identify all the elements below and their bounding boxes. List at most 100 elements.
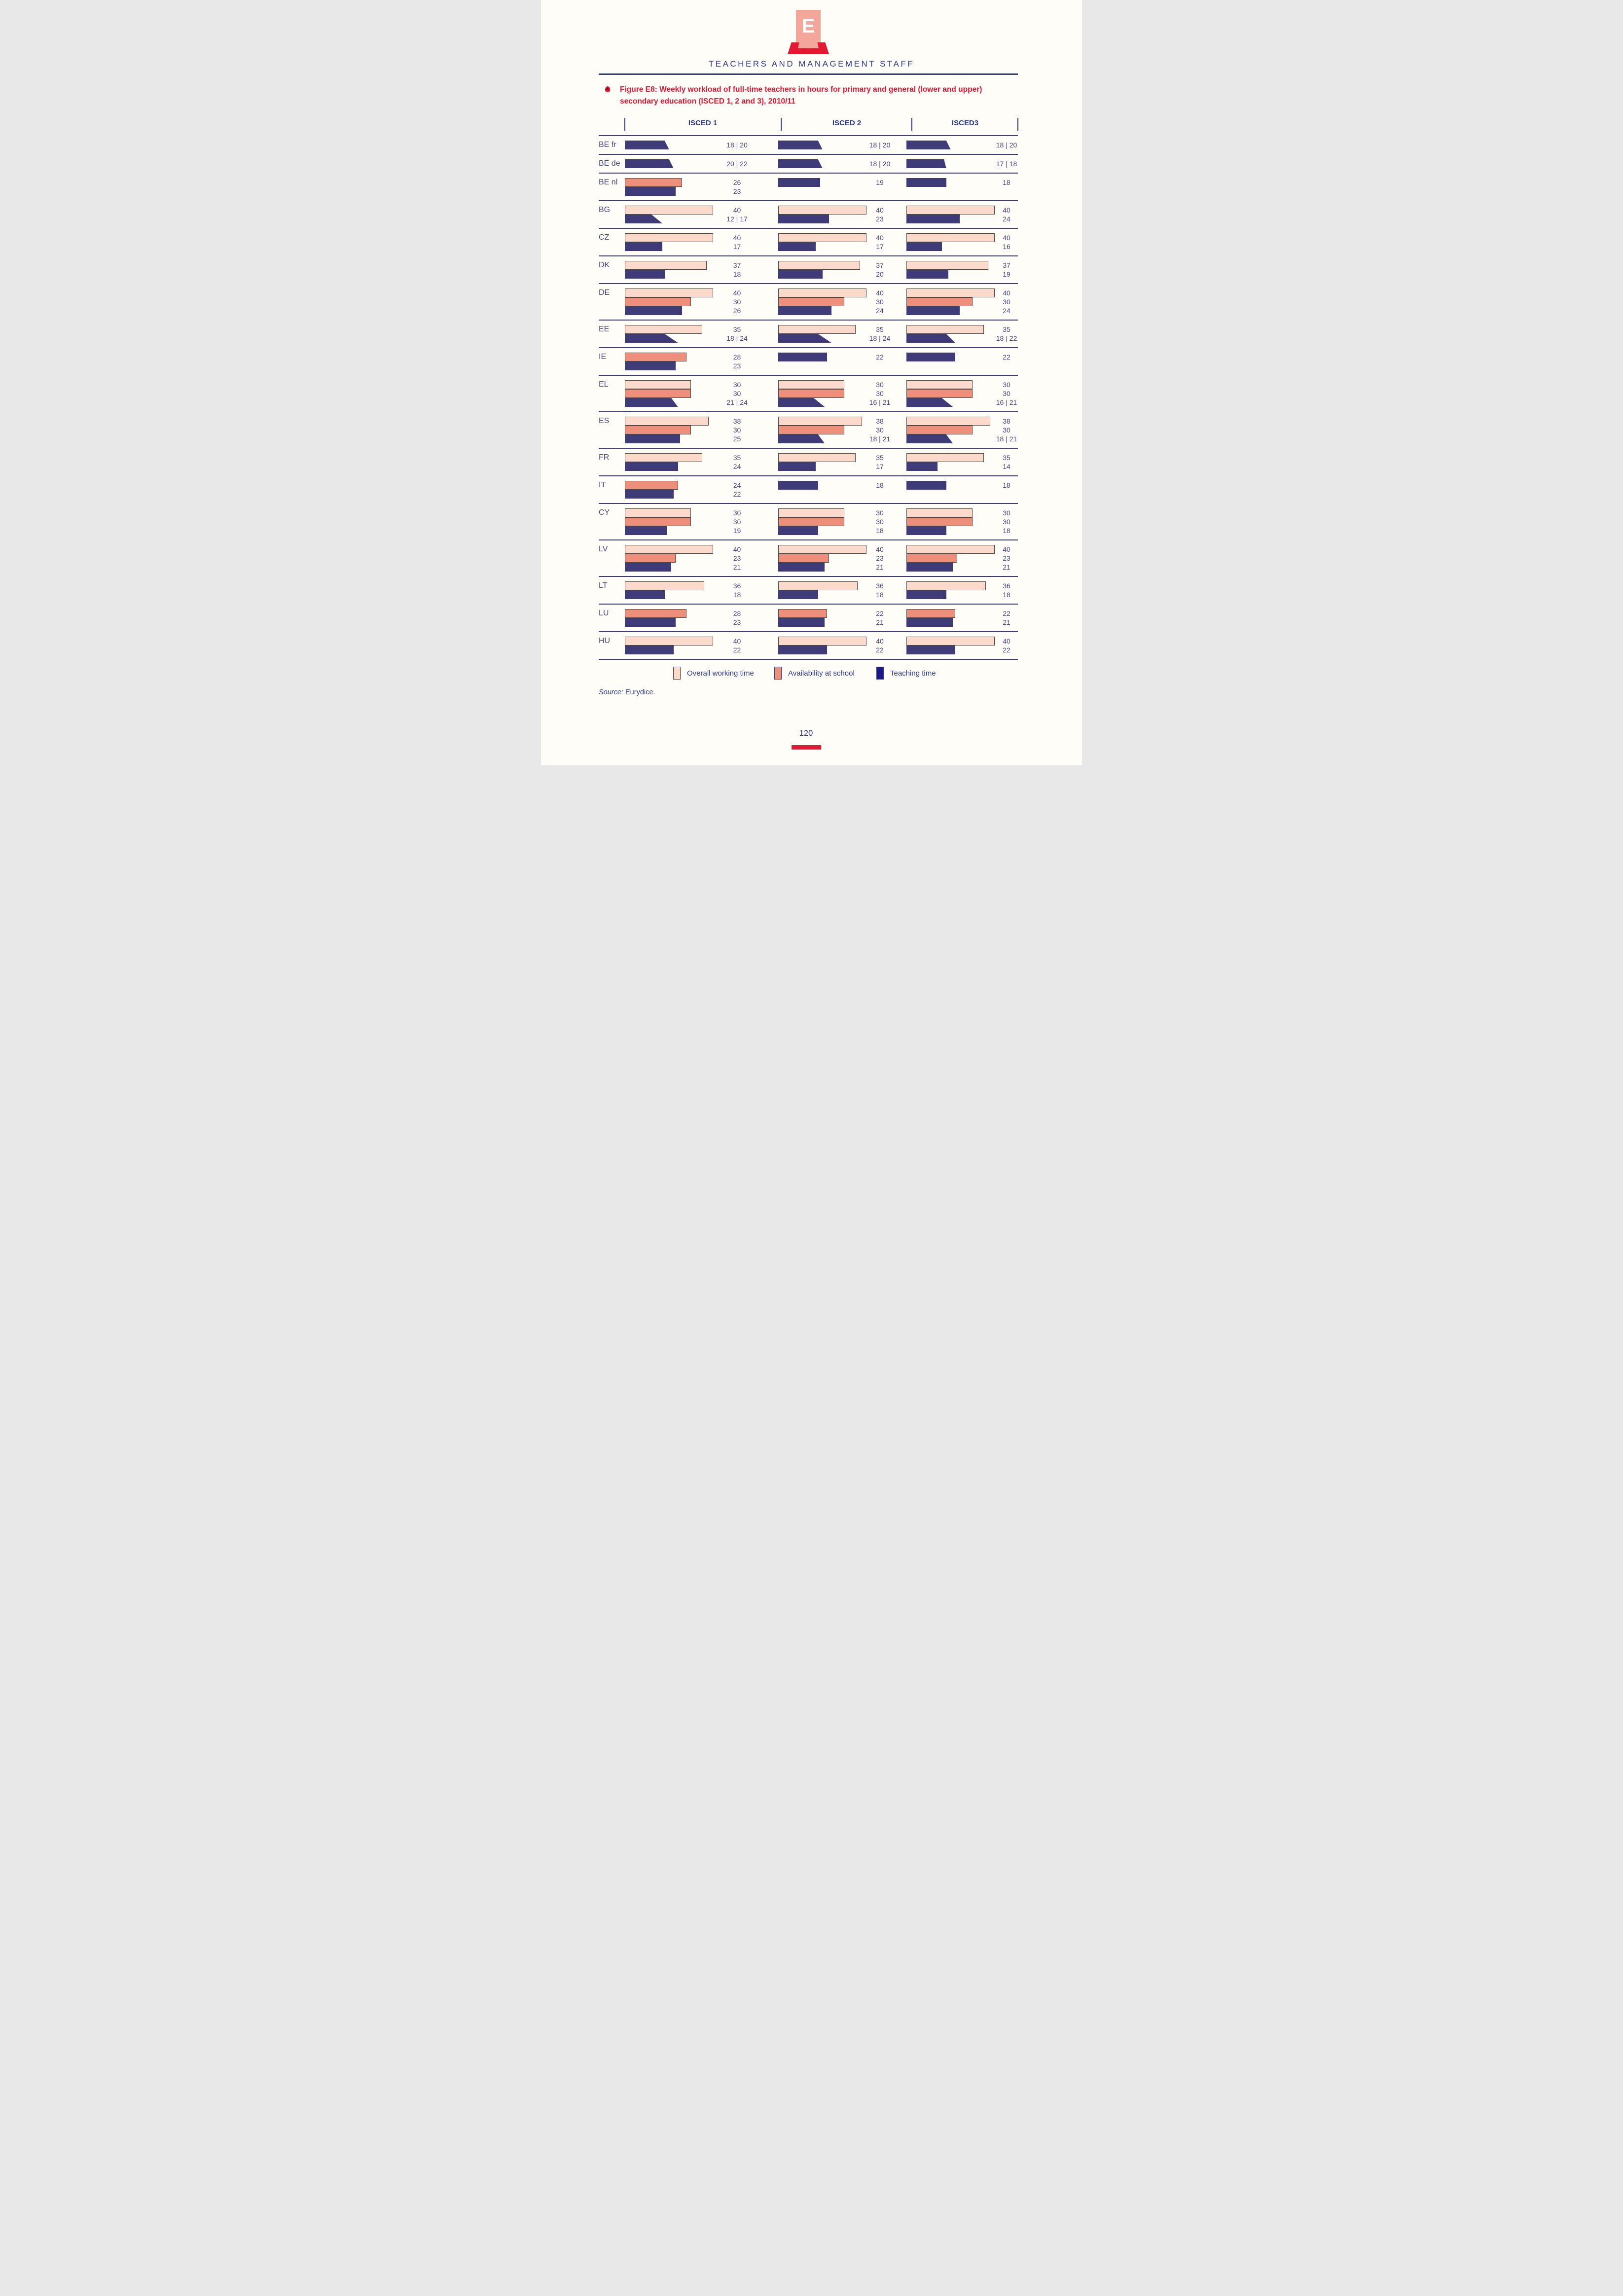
- column-gap: [893, 380, 906, 407]
- value-label: 22: [1003, 353, 1010, 361]
- value-label: 38: [1003, 417, 1010, 425]
- logo-letter: E: [796, 10, 821, 42]
- availability-bar: [625, 481, 678, 490]
- value-label: 20: [876, 270, 884, 278]
- teaching-bar: [778, 270, 823, 279]
- source-line: Source: Eurydice.: [599, 688, 1082, 696]
- bars-isced1: [625, 581, 714, 599]
- availability-bar: [778, 517, 845, 526]
- value-labels-isced2: 35 17: [867, 453, 893, 471]
- value-label: 21: [876, 563, 884, 571]
- value-label: 30: [733, 298, 741, 306]
- teaching-bar: [625, 361, 676, 370]
- bars-isced2: [778, 288, 867, 315]
- bars-isced3: [906, 261, 995, 279]
- value-labels-isced1: 35 18 | 24: [714, 325, 760, 343]
- value-label: 36: [1003, 582, 1010, 590]
- availability-bar: [625, 554, 676, 563]
- availability-bar: [625, 297, 691, 306]
- legend-item-overall: Overall working time: [673, 667, 754, 680]
- value-labels-isced2: 36 18: [867, 581, 893, 599]
- teaching-bar: [906, 178, 946, 187]
- column-tick: [911, 118, 912, 131]
- value-label: 21: [1003, 563, 1010, 571]
- eurydice-e-logo-icon: E: [786, 10, 830, 55]
- overall-bar: [906, 261, 988, 270]
- value-labels-isced2: 18 | 20: [867, 141, 893, 149]
- value-labels-isced3: 38 30 18 | 21: [995, 417, 1018, 443]
- bars-isced3: [906, 508, 995, 535]
- availability-bar: [906, 554, 958, 563]
- value-label: 23: [876, 215, 884, 223]
- country-row: DE 40 30 26 40 30 24 40 30 24: [599, 284, 1018, 321]
- bars-isced2: [778, 353, 867, 370]
- legend-item-teaching: Teaching time: [876, 667, 936, 680]
- column-tick: [1017, 118, 1018, 131]
- column-gap: [893, 261, 906, 279]
- teaching-bar: [906, 646, 955, 654]
- column-gap: [893, 609, 906, 627]
- column-gap: [893, 178, 906, 196]
- value-label: 23: [1003, 554, 1010, 562]
- country-row: IE 28 23 22 22: [599, 348, 1018, 376]
- value-labels-isced1: 40 17: [714, 233, 760, 251]
- value-label: 20 | 22: [726, 160, 748, 168]
- bars-isced1: [625, 159, 714, 168]
- bars-isced2: [778, 261, 867, 279]
- value-label: 40: [733, 637, 741, 645]
- value-label: 40: [733, 545, 741, 553]
- value-label: 18: [733, 591, 741, 599]
- column-gap: [760, 545, 778, 572]
- country-label: EE: [599, 325, 610, 333]
- value-label: 30: [876, 518, 884, 526]
- overall-bar: [906, 325, 984, 334]
- value-labels-isced3: 18: [995, 481, 1018, 499]
- country-row: BE fr 18 | 20 18 | 20 18 | 20: [599, 136, 1018, 155]
- bars-isced1: [625, 417, 714, 443]
- availability-bar: [778, 297, 845, 306]
- column-gap: [893, 325, 906, 343]
- value-label: 23: [876, 554, 884, 562]
- value-label: 21 | 24: [726, 398, 748, 406]
- value-label: 40: [733, 289, 741, 297]
- column-tick: [781, 118, 782, 131]
- availability-bar: [625, 178, 683, 187]
- value-label: 18: [876, 527, 884, 535]
- value-label: 18: [733, 270, 741, 278]
- value-label: 23: [733, 554, 741, 562]
- teaching-bar: [625, 242, 663, 251]
- overall-bar: [906, 637, 995, 646]
- value-label: 37: [876, 261, 884, 269]
- overall-bar: [778, 206, 867, 215]
- column-gap: [760, 637, 778, 654]
- country-row: LU 28 23 22 21 22 21: [599, 605, 1018, 632]
- teaching-bar: [906, 526, 946, 535]
- country-label: IT: [599, 481, 606, 489]
- teaching-bar: [906, 434, 953, 443]
- value-label: 21: [1003, 618, 1010, 626]
- column-gap: [893, 233, 906, 251]
- teaching-bar: [625, 618, 676, 627]
- bars-isced3: [906, 325, 995, 343]
- bars-isced2: [778, 159, 867, 168]
- value-labels-isced2: 38 30 18 | 21: [867, 417, 893, 443]
- bars-isced1: [625, 325, 714, 343]
- bars-isced2: [778, 206, 867, 223]
- bars-isced2: [778, 325, 867, 343]
- figure-title: Figure E8: Weekly workload of full-time …: [620, 85, 982, 106]
- teaching-bar: [778, 618, 825, 627]
- country-label: FR: [599, 453, 610, 462]
- value-labels-isced2: 40 30 24: [867, 288, 893, 315]
- value-label: 23: [733, 618, 741, 626]
- column-gap: [760, 206, 778, 223]
- value-label: 28: [733, 610, 741, 617]
- country-label: HU: [599, 637, 611, 645]
- value-labels-isced3: 40 23 21: [995, 545, 1018, 572]
- teaching-bar: [625, 270, 665, 279]
- value-label: 18: [1003, 591, 1010, 599]
- value-labels-isced2: 35 18 | 24: [867, 325, 893, 343]
- value-labels-isced2: 40 22: [867, 637, 893, 654]
- overall-bar: [778, 325, 856, 334]
- value-label: 35: [1003, 325, 1010, 333]
- bars-isced1: [625, 261, 714, 279]
